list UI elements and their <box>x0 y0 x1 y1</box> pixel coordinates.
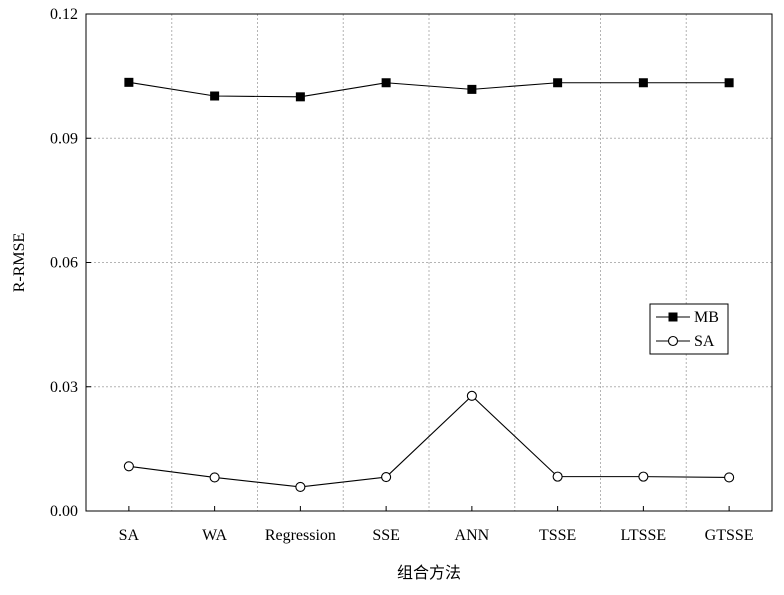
series-line-sa <box>128 395 730 488</box>
grid-lines <box>86 14 772 511</box>
x-tick-label: SSE <box>372 527 400 544</box>
y-tick-label: 0.09 <box>50 130 78 147</box>
data-point-mb <box>124 77 134 87</box>
legend-marker-sa <box>667 335 679 347</box>
y-tick-label: 0.12 <box>50 6 78 23</box>
data-point-sa <box>209 472 220 483</box>
y-tick-label: 0.06 <box>50 255 78 272</box>
x-tick-label: WA <box>202 527 227 544</box>
data-point-sa <box>123 461 134 472</box>
legend: MB SA <box>649 303 729 355</box>
data-point-mb <box>210 91 220 101</box>
x-tick-label: Regression <box>265 527 336 544</box>
x-axis-title: 组合方法 <box>397 564 461 582</box>
axis-ticks: 0.00 0.03 0.06 0.09 0.12 SA WA Regression SSE ANN… <box>50 6 754 544</box>
y-tick-label: 0.00 <box>50 503 78 520</box>
data-point-sa <box>552 471 563 482</box>
data-point-mb <box>295 92 305 102</box>
x-tick-label: TSSE <box>539 527 576 544</box>
data-point-sa <box>295 481 306 493</box>
legend-label-sa: SA <box>694 333 715 350</box>
series-line-mb <box>128 81 730 98</box>
legend-label-mb: MB <box>694 309 719 326</box>
data-point-mb <box>381 78 391 88</box>
legend-items: MB SA <box>656 309 719 350</box>
y-axis-title: R-RMSE <box>11 233 28 293</box>
data-point-mb <box>467 84 477 94</box>
legend-box <box>649 303 729 355</box>
x-tick-label: ANN <box>455 527 490 544</box>
data-series <box>123 77 735 493</box>
data-point-mb <box>638 78 648 88</box>
data-point-sa <box>724 472 735 483</box>
series-mb <box>124 77 734 102</box>
data-point-mb <box>553 78 563 88</box>
x-tick-label: GTSSE <box>705 527 754 544</box>
data-point-sa <box>381 471 392 483</box>
series-sa <box>123 390 735 493</box>
data-point-mb <box>724 78 734 88</box>
data-point-sa <box>466 390 477 401</box>
x-tick-label: LTSSE <box>621 527 667 544</box>
y-tick-label: 0.03 <box>50 379 78 396</box>
data-point-sa <box>638 471 649 482</box>
legend-marker-mb <box>668 312 678 322</box>
x-tick-label: SA <box>119 527 140 544</box>
